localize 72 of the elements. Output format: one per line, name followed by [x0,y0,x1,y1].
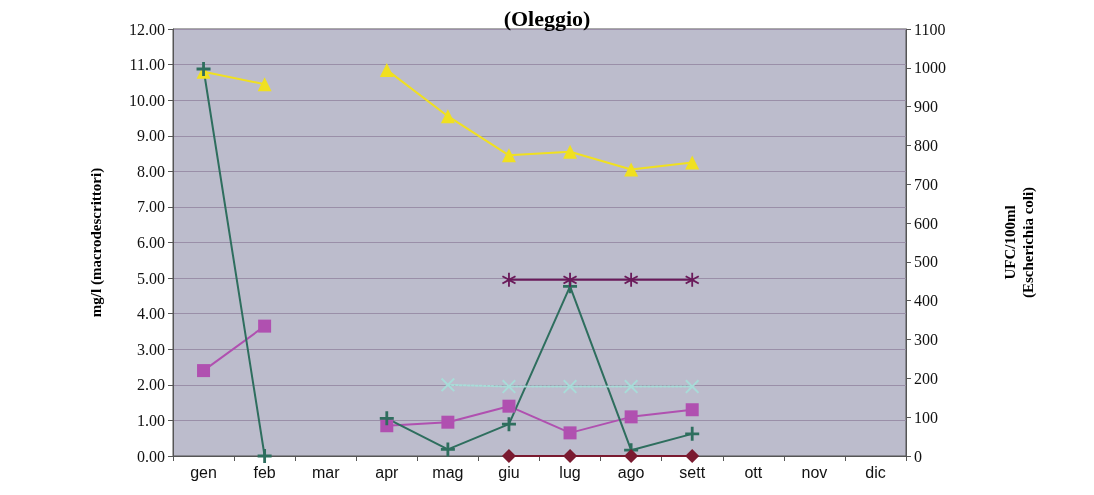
point [501,379,516,394]
x-tick-label: feb [253,463,276,481]
point [501,417,516,432]
point [685,272,700,287]
point [563,272,578,287]
y2-tick-label: 1000 [914,59,946,77]
y2-axis-title: UFC/100ml (Escherichia coli) [1002,186,1037,299]
y2-tick-label: 400 [914,292,938,310]
x-tick-label: mar [311,463,341,481]
point [685,449,700,463]
point [563,426,577,440]
point [624,379,639,394]
point [685,426,700,441]
x-tick-label: apr [375,463,400,481]
x-tick-label: gen [190,463,217,481]
y-tick-label: 3.00 [137,340,165,358]
y2-tick-label: 300 [914,331,938,349]
y-tick-label: 11.00 [129,56,165,74]
point [257,77,272,92]
point [563,144,578,159]
point [624,449,639,463]
point [440,442,455,457]
y-tick-label: 8.00 [137,162,165,180]
point [563,379,578,394]
point [440,109,455,124]
y2-tick-label: 800 [914,136,938,154]
y-tick-label: 10.00 [129,91,165,109]
y-tick-label: 2.00 [137,376,165,394]
point [624,162,639,177]
y-tick-label: 5.00 [137,269,165,287]
chart-title: (Oleggio) [503,5,591,31]
point [379,62,394,77]
y-tick-label: 12.00 [129,20,165,38]
point [197,364,211,378]
x-tick-label: mag [432,463,464,481]
point [501,148,516,163]
point [501,449,516,463]
point [501,272,516,287]
x-tick-label: ago [617,463,645,481]
y2-tick-label: 100 [914,408,938,426]
y2-tick-label: 900 [914,98,938,116]
x-tick-label: ott [744,463,763,481]
point [624,410,638,424]
y2-tick-label: 700 [914,175,938,193]
point [258,319,272,333]
point [379,411,394,426]
y2-tick-label: 0 [914,447,922,465]
y-tick-label: 0.00 [137,447,165,465]
x-tick-label: nov [801,463,828,481]
point [441,415,455,429]
point [440,377,455,392]
point [563,449,578,463]
y-tick-label: 1.00 [137,411,165,429]
point [685,379,700,394]
y-tick-label: 7.00 [137,198,165,216]
point [257,449,272,463]
x-tick-label: sett [679,463,706,481]
point [624,272,639,287]
x-tick-label: giu [498,463,520,481]
y2-tick-label: 200 [914,369,938,387]
point [502,399,516,413]
x-tick-label: lug [559,463,581,481]
y2-tick-label: 600 [914,214,938,232]
y-tick-label: 6.00 [137,234,165,251]
x-tick-label: dic [865,463,886,481]
y-axis-title: mg/l (macrodescrittori) [88,167,105,318]
point [685,155,700,170]
y2-tick-label: 1100 [914,20,946,38]
point [685,403,699,417]
y-tick-label: 4.00 [137,305,165,323]
y2-tick-label: 500 [914,253,938,271]
y-tick-label: 9.00 [137,127,165,145]
